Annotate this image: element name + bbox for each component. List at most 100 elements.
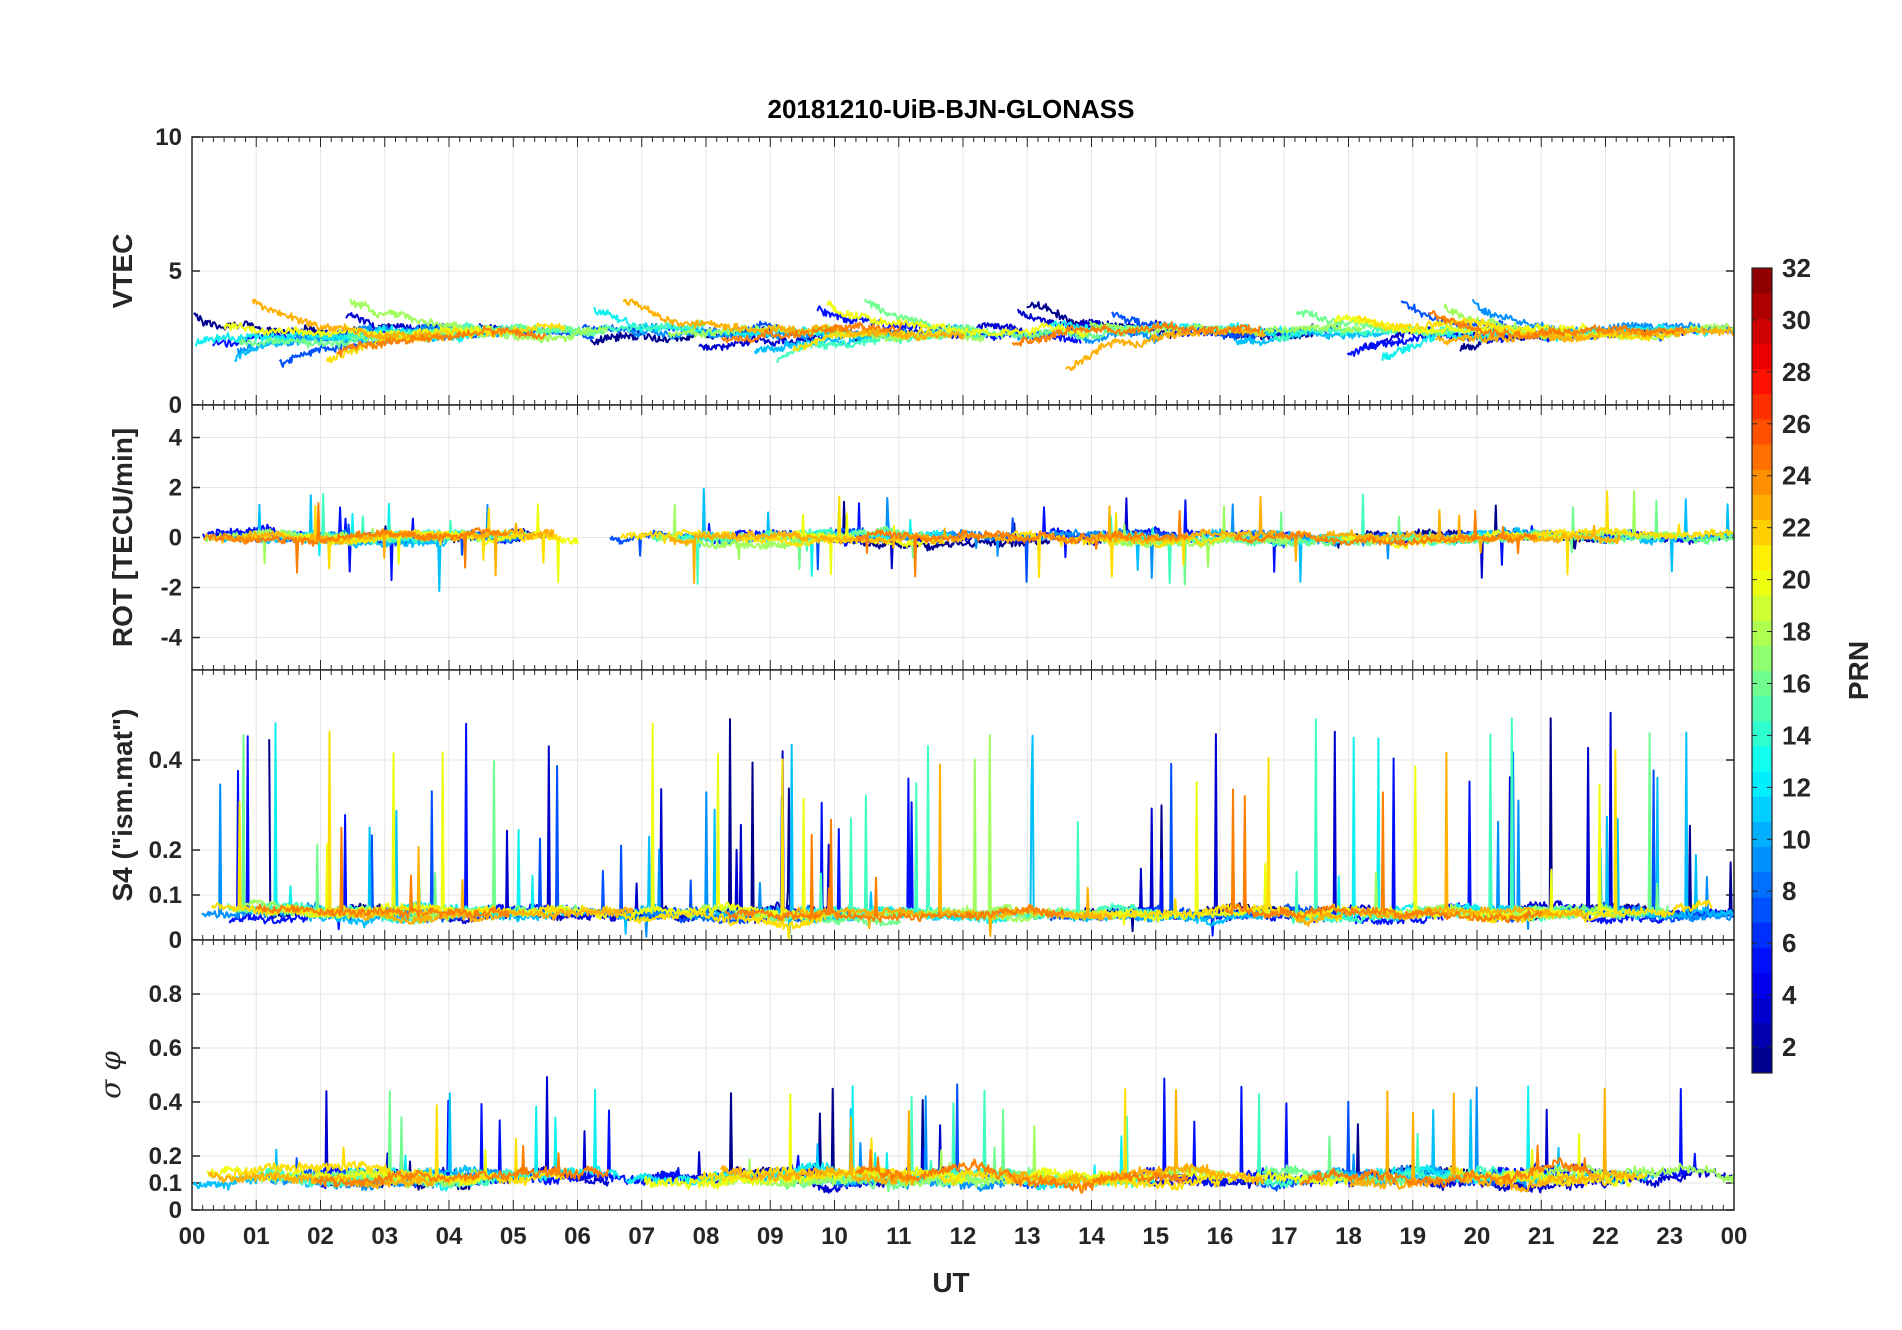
series-line-prn-23	[251, 298, 446, 342]
colorbar-segment	[1752, 922, 1772, 948]
panel-rot: -4 -2 0 2 4 ROT [TECU/min]	[107, 404, 1735, 671]
colorbar-segment	[1752, 871, 1772, 898]
series-group	[202, 487, 1734, 592]
panel-sigma_phi: 00.10.2 0.4 0.6 0.8 σ φ	[94, 939, 1735, 1224]
series-line-prn-11	[1100, 528, 1316, 583]
series-line-prn-9	[1471, 298, 1734, 338]
series-line-prn-20	[1333, 314, 1588, 336]
x-tick-label: 00	[1721, 1223, 1748, 1250]
colorbar-segment	[1752, 393, 1772, 420]
x-tick-label: 19	[1399, 1223, 1426, 1250]
series-line-prn-11	[753, 323, 969, 355]
y-tick-label: 0.6	[149, 1035, 182, 1062]
colorbar-segment	[1752, 469, 1772, 495]
colorbar-tick-label: 30	[1782, 305, 1811, 335]
colorbar-tick-label: 8	[1782, 876, 1796, 906]
x-tick-label: 18	[1335, 1223, 1362, 1250]
series-line-prn-21	[698, 1137, 998, 1186]
series-line-prn-20	[629, 722, 812, 921]
plot-frame	[191, 939, 1735, 1211]
series-line-prn-24	[313, 1145, 609, 1188]
x-tick-label: 00	[179, 1223, 206, 1250]
y-tick-label: 0.1	[149, 882, 182, 909]
colorbar-segment	[1752, 318, 1772, 344]
y-tick-label: 5	[169, 258, 182, 285]
series-line-prn-23	[668, 527, 1025, 585]
series-line-prn-18	[1095, 505, 1303, 568]
series-line-prn-24	[207, 502, 508, 574]
colorbar-segment	[1752, 997, 1772, 1024]
y-tick-label: 0.8	[149, 981, 182, 1008]
colorbar-segment	[1752, 494, 1772, 521]
series-group	[192, 1076, 1734, 1194]
series-line-prn-23	[622, 298, 965, 342]
colorbar-segment	[1752, 519, 1772, 546]
x-tick-label: 23	[1656, 1223, 1683, 1250]
x-tick-label: 05	[500, 1223, 527, 1250]
x-tick-label: 06	[564, 1223, 591, 1250]
x-axis: 00 01 02 03 04 05 06 07 08 09 10 11 12 13 14 15 16 17 18 19…	[179, 1223, 1748, 1250]
colorbar-segment	[1752, 695, 1772, 722]
colorbar-segment	[1752, 645, 1772, 671]
series-line-prn-21	[579, 758, 827, 940]
colorbar-tick-label: 28	[1782, 357, 1811, 387]
x-tick-label: 22	[1592, 1223, 1619, 1250]
y-tick-label: 0.4	[149, 747, 183, 774]
colorbar-segment	[1752, 1047, 1772, 1074]
x-tick-label: 21	[1528, 1223, 1555, 1250]
colorbar-tick-label: 16	[1782, 668, 1811, 698]
y-tick-label: 0	[169, 525, 182, 552]
y-tick-label: 0.2	[149, 837, 182, 864]
colorbar-segment	[1752, 821, 1772, 848]
y-tick-label: 10	[155, 124, 182, 151]
series-line-prn-21	[1506, 490, 1734, 576]
y-tick-label: 4	[169, 425, 183, 452]
colorbar-tick-label: 22	[1782, 513, 1811, 543]
colorbar-tick-label: 12	[1782, 772, 1811, 802]
x-tick-label: 01	[243, 1223, 270, 1250]
colorbar-segment	[1752, 1022, 1772, 1049]
x-tick-label: 09	[757, 1223, 784, 1250]
colorbar-tick-label: 24	[1782, 461, 1811, 491]
series-line-prn-24	[1299, 1144, 1592, 1188]
colorbar-segment	[1752, 846, 1772, 873]
series-group	[193, 298, 1734, 372]
colorbar-tick-label: 14	[1782, 720, 1811, 750]
x-tick-label: 13	[1014, 1223, 1041, 1250]
series-line-prn-23	[207, 1171, 435, 1190]
y-tick-label: 0	[169, 392, 182, 419]
x-tick-label: 20	[1464, 1223, 1491, 1250]
series-line-prn-24	[255, 826, 511, 920]
x-tick-label: 15	[1142, 1223, 1169, 1250]
colorbar-tick-label: 2	[1782, 1032, 1796, 1062]
x-tick-label: 10	[821, 1223, 848, 1250]
y-axis-label: S4 ("ism.mat")	[107, 708, 138, 901]
colorbar-segment	[1752, 444, 1772, 470]
colorbar-segment	[1752, 796, 1772, 822]
colorbar-segment	[1752, 972, 1772, 999]
x-tick-label: 14	[1078, 1223, 1105, 1250]
y-axis-label: σ φ	[94, 1051, 127, 1099]
x-tick-label: 02	[307, 1223, 334, 1250]
colorbar-tick-label: 10	[1782, 824, 1811, 854]
y-tick-label: -2	[161, 575, 182, 602]
series-group	[201, 711, 1734, 940]
y-tick-label: 0	[169, 1197, 182, 1224]
colorbar-tick-label: 4	[1782, 980, 1797, 1010]
panel-s4: 0 0.1 0.2 0.4 S4 ("ism.mat")	[107, 669, 1735, 954]
y-tick-label: 0.2	[149, 1143, 182, 1170]
x-tick-label: 12	[950, 1223, 977, 1250]
x-tick-label: 08	[693, 1223, 720, 1250]
series-line-prn-24	[721, 321, 903, 344]
colorbar-segment	[1752, 293, 1772, 319]
series-line-prn-24	[1428, 310, 1686, 340]
y-tick-label: 0.1	[149, 1170, 182, 1197]
series-line-prn-24	[1224, 788, 1543, 924]
colorbar-label: PRN	[1843, 641, 1874, 700]
series-line-prn-24	[1011, 321, 1261, 347]
x-tick-label: 07	[628, 1223, 655, 1250]
colorbar-segment	[1752, 569, 1772, 596]
